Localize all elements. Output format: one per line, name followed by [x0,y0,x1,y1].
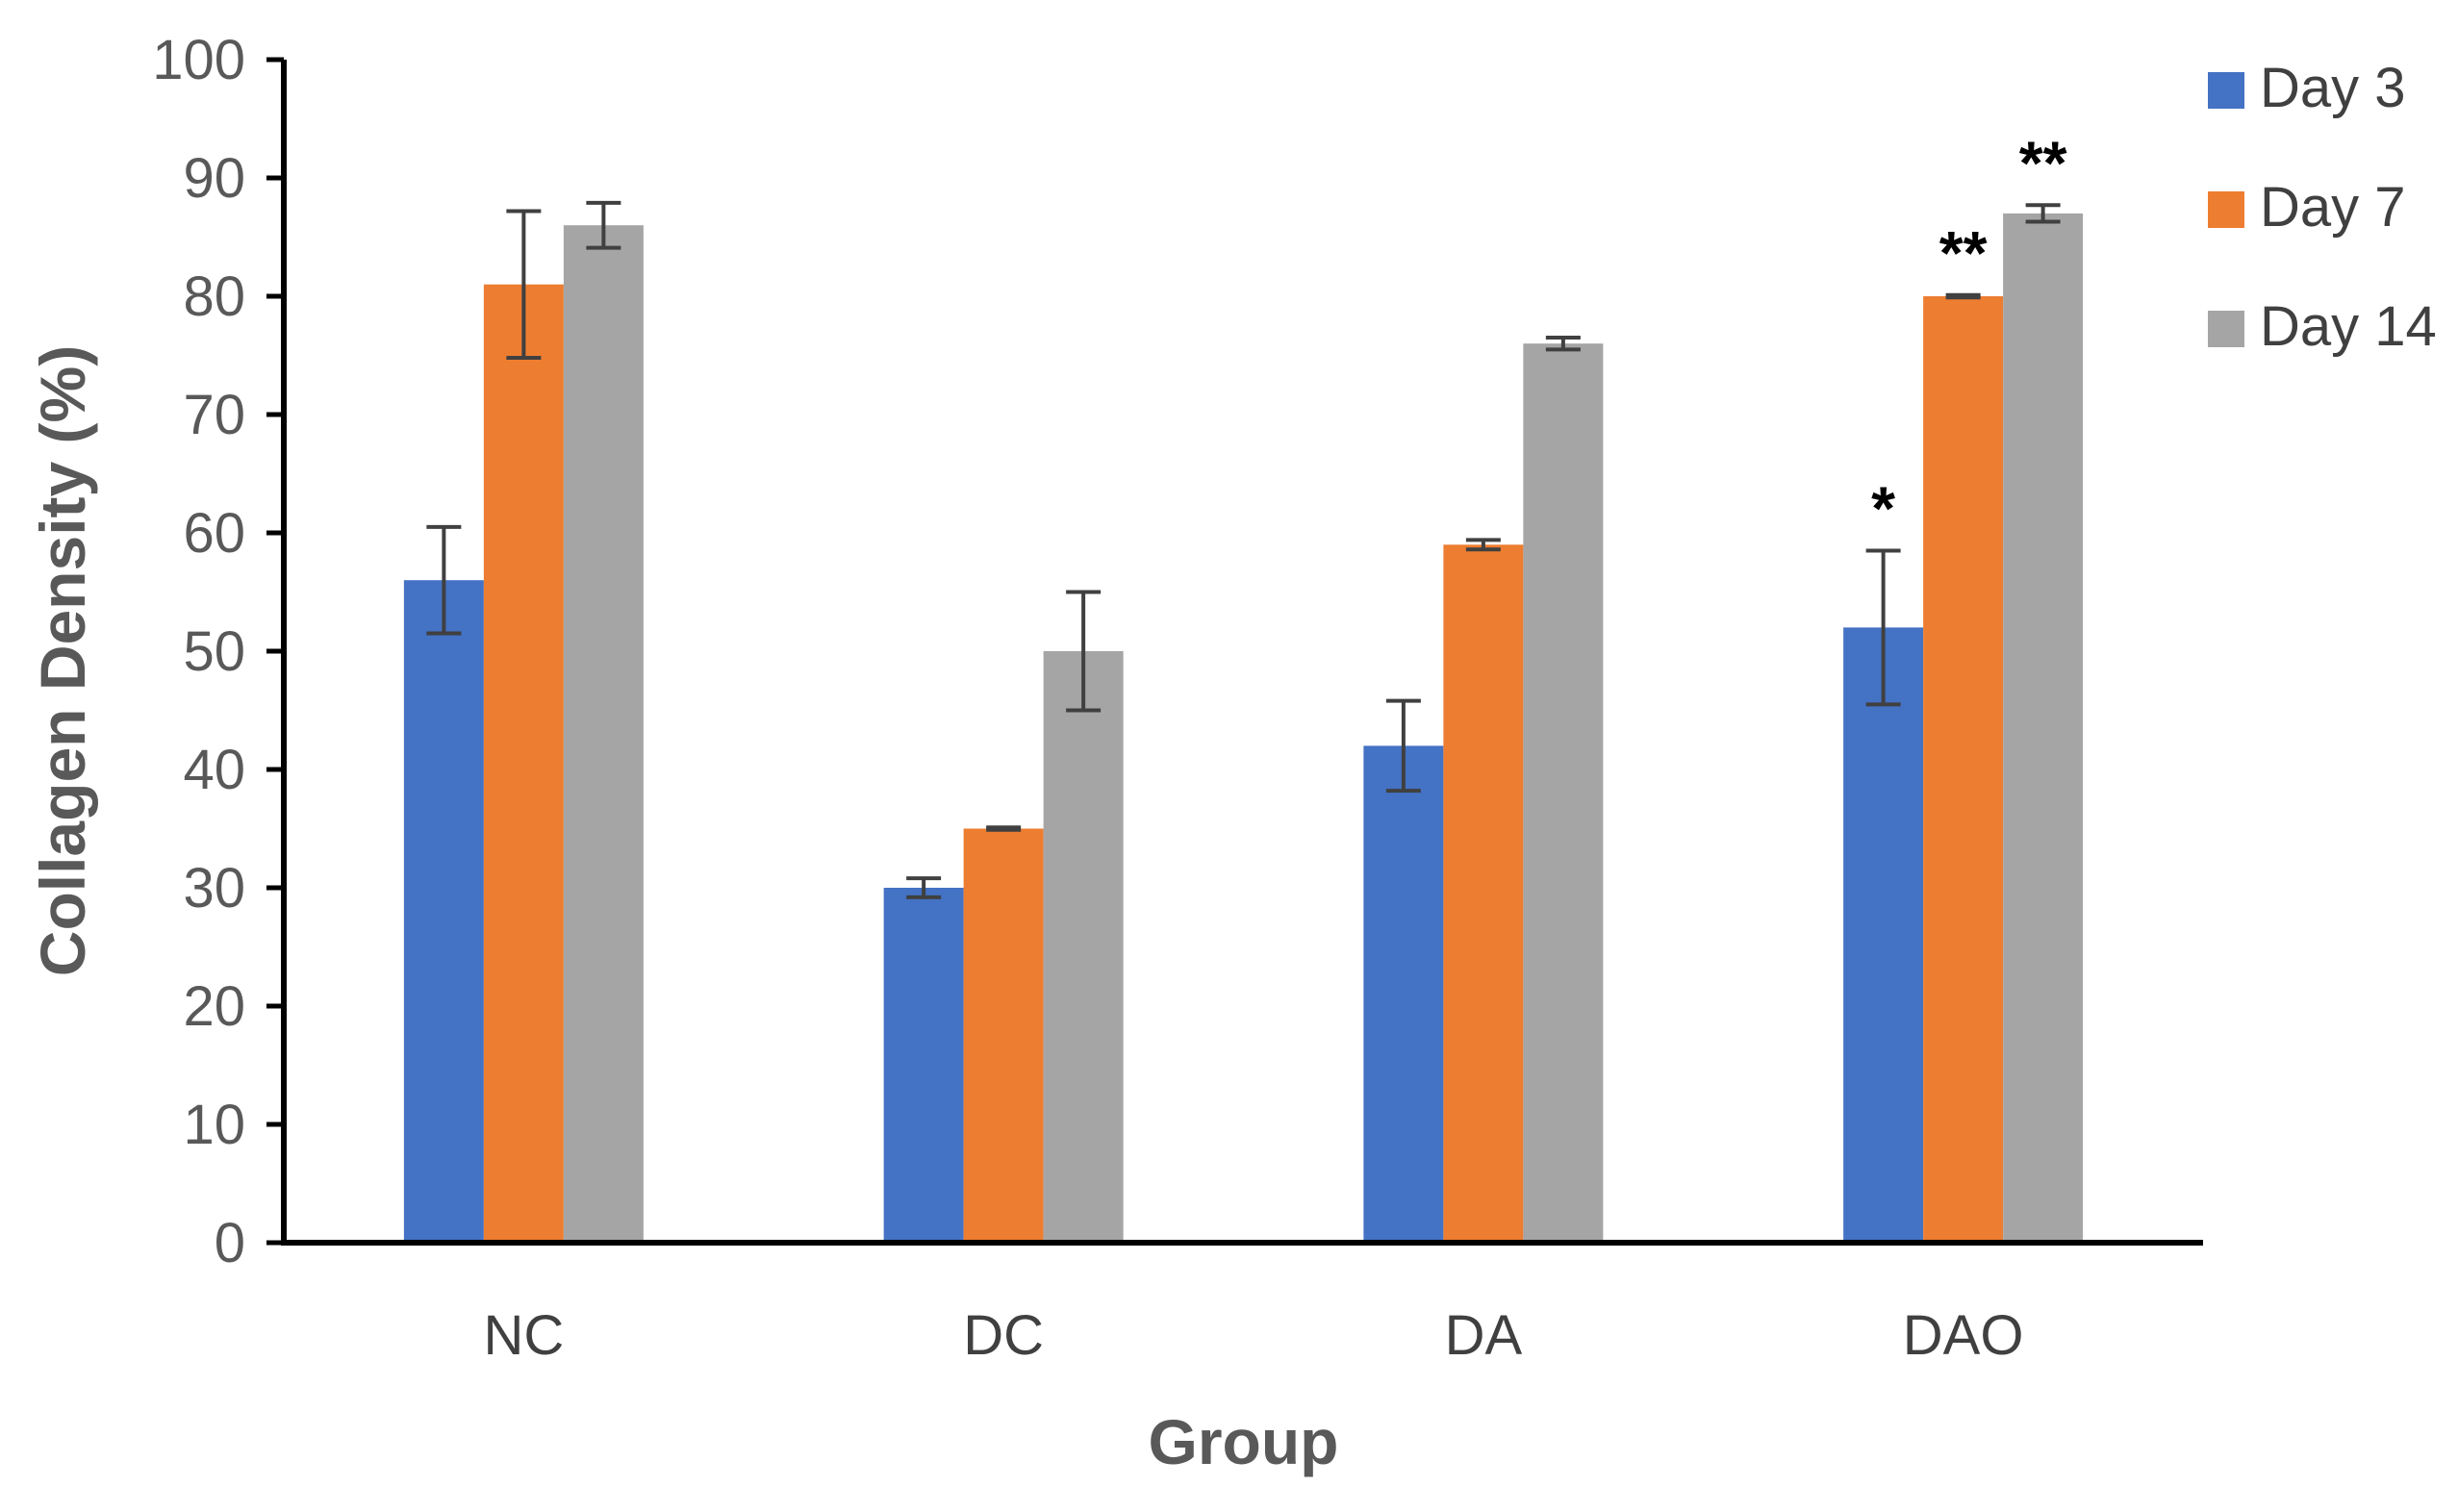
error-bar-dao-day-14 [2025,203,2061,224]
significance-marker: ** [2019,128,2067,197]
y-tick-label: 0 [215,1212,245,1274]
bars-layer [403,213,2084,1244]
error-bar-nc-day-14 [586,200,621,250]
y-tick-label: 80 [183,265,245,328]
bar-dao-day-7 [1923,296,2004,1243]
bar-dc-day-7 [963,828,1044,1243]
x-axis-title: Group [1149,1406,1339,1477]
error-bar-dao-day-7 [1945,292,1981,300]
error-bar-nc-day-3 [426,524,462,636]
bar-da-day-14 [1523,343,1604,1243]
significance-marker: ** [1939,218,1988,288]
y-tick-label: 100 [152,29,245,91]
error-bar-da-day-14 [1545,336,1581,352]
y-tick-label: 30 [183,857,245,920]
bar-dc-day-14 [1043,651,1124,1243]
legend-swatch [2208,311,2244,347]
labels-layer: NC DC DA*****DAO0102030405060708090100Grou… [27,29,2067,1477]
error-bar-da-day-3 [1385,698,1421,794]
legend: Day 3 Day 7 Day 14 [2208,57,2437,358]
bar-dc-day-3 [883,888,964,1243]
y-axis-title: Collagen Density (%) [27,345,98,976]
error-bar-dao-day-3 [1865,548,1901,707]
y-tick-label: 90 [183,147,245,210]
y-tick-label: 70 [183,384,245,446]
legend-item-day-14: Day 14 [2208,295,2437,358]
bar-nc-day-3 [403,580,484,1243]
bar-dao-day-3 [1843,627,1924,1243]
significance-marker: * [1871,473,1895,542]
error-bar-dc-day-3 [906,876,942,899]
bar-da-day-3 [1363,745,1444,1243]
error-bar-da-day-7 [1465,538,1501,552]
legend-swatch [2208,72,2244,109]
x-tick-label-dao: DAO [1903,1304,2024,1367]
y-tick-label: 40 [183,739,245,801]
legend-label: Day 7 [2260,176,2406,239]
y-tick-label: 20 [183,975,245,1038]
bar-nc-day-7 [483,284,564,1243]
legend-item-day-7: Day 7 [2208,176,2406,239]
x-tick-label-dc: DC [963,1304,1044,1367]
bar-dao-day-14 [2003,213,2084,1243]
x-tick-label-da: DA [1445,1304,1523,1367]
y-tick-label: 60 [183,502,245,565]
legend-label: Day 14 [2260,295,2437,358]
x-tick-label-nc: NC [483,1304,564,1367]
error-bar-nc-day-7 [506,209,542,360]
error-bar-dc-day-14 [1066,590,1102,713]
error-bar-dc-day-7 [986,825,1022,832]
error-bars-layer [426,200,2061,899]
legend-item-day-3: Day 3 [2208,57,2406,119]
y-tick-label: 10 [183,1094,245,1156]
y-tick-label: 50 [183,620,245,683]
bar-nc-day-14 [563,225,644,1244]
legend-label: Day 3 [2260,57,2406,119]
axes-layer [266,57,2203,1246]
bar-da-day-7 [1443,544,1524,1243]
legend-swatch [2208,191,2244,228]
